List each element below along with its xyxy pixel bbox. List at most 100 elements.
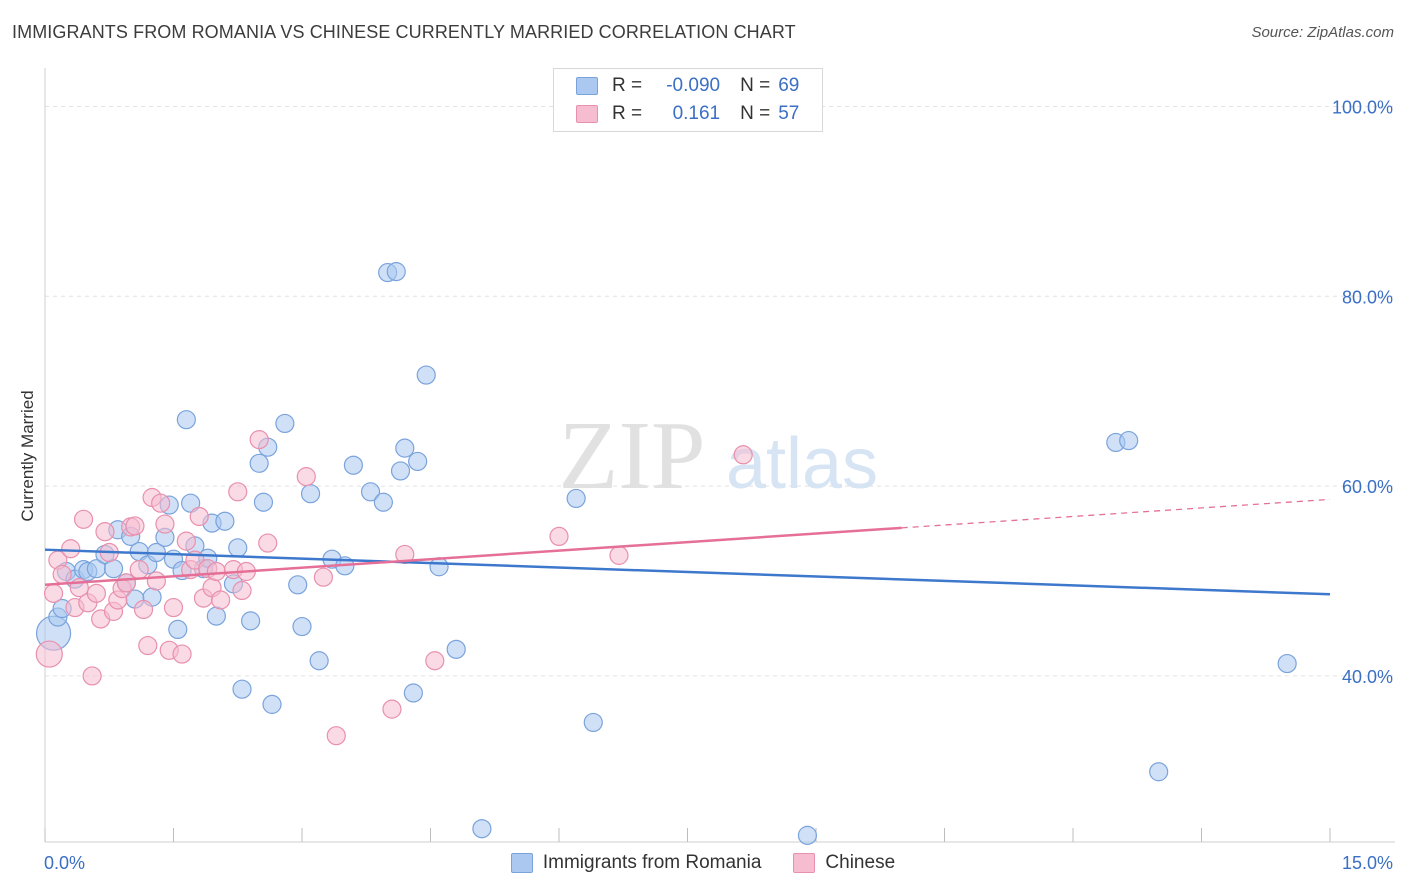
chinese-point (95, 522, 115, 542)
data-points (35, 262, 1297, 845)
x-tick-label: 0.0% (44, 853, 85, 873)
chinese-trend-line (44, 526, 902, 587)
chinese-point (296, 467, 316, 487)
y-tick-label: 80.0% (1342, 287, 1393, 307)
romania-swatch-icon (576, 77, 598, 95)
romania-point (566, 488, 586, 509)
stats-n-label: N = (740, 103, 771, 124)
chinese-point (129, 560, 149, 580)
trend-lines (44, 498, 1331, 596)
chinese-point (232, 580, 252, 601)
stats-r-value: 0.161 (672, 103, 721, 124)
romania-point (309, 651, 329, 671)
chinese-point (313, 567, 334, 587)
chinese-point (82, 666, 102, 686)
chinese-point (61, 539, 81, 559)
chinese-trend-extension (901, 498, 1331, 529)
romania-point (262, 694, 282, 714)
watermark-atlas: atlas (726, 424, 878, 504)
chinese-point (151, 493, 171, 513)
chinese-point (189, 506, 209, 527)
romania-point (386, 262, 406, 282)
chinese-point (125, 516, 145, 536)
chinese-point (43, 583, 64, 603)
x-tick-label: 15.0% (1342, 853, 1393, 873)
chinese-point (249, 429, 269, 450)
romania-point (300, 484, 321, 504)
romania-point (103, 559, 124, 579)
stats-box: R = -0.090 N = 69 R = 0.161 N = 57 (553, 68, 823, 132)
romania-point (390, 461, 411, 481)
chinese-point (395, 544, 415, 565)
chinese-point (176, 531, 196, 551)
romania-point (168, 619, 188, 640)
romania-trend-line (44, 548, 1331, 596)
stats-n-value: 69 (778, 75, 800, 96)
stats-r-label: R = (612, 75, 643, 96)
chinese-point (382, 699, 402, 719)
chinese-point (258, 533, 278, 553)
chinese-point (609, 545, 629, 565)
legend-label: Chinese (825, 852, 896, 873)
romania-point (206, 606, 226, 626)
romania-point (275, 413, 295, 434)
romania-point (215, 511, 235, 531)
y-tick-label: 40.0% (1342, 667, 1393, 687)
romania-point (241, 611, 261, 631)
chinese-point (172, 644, 192, 664)
romania-point (1119, 430, 1139, 451)
romania-point (343, 455, 363, 475)
chinese-point (425, 651, 445, 671)
chinese-point (138, 635, 158, 656)
y-tick-label: 100.0% (1332, 97, 1393, 117)
romania-point (360, 482, 381, 502)
chinese-legend-icon (793, 853, 816, 873)
legend-item-chinese[interactable]: Chinese (793, 852, 895, 874)
chinese-point (228, 482, 248, 502)
romania-point (1277, 653, 1297, 674)
chinese-point (549, 526, 569, 547)
romania-point (472, 819, 492, 839)
stats-row-romania: R = -0.090 N = 69 (576, 73, 799, 99)
romania-point (583, 712, 603, 733)
legend-label: Immigrants from Romania (542, 852, 762, 873)
chinese-point (155, 514, 175, 534)
stats-n-label: N = (740, 75, 771, 96)
chinese-point (733, 445, 753, 465)
stats-row-chinese: R = 0.161 N = 57 (576, 101, 799, 127)
chinese-point (326, 726, 346, 746)
romania-point (408, 451, 428, 472)
romania-legend-icon (510, 853, 533, 873)
source-label: Source: ZipAtlas.com (1251, 24, 1394, 41)
y-tick-label: 60.0% (1342, 477, 1393, 497)
romania-point (249, 453, 269, 473)
chinese-point (86, 583, 107, 603)
romania-point (228, 538, 248, 558)
chinese-point (133, 599, 154, 620)
tick-labels: 40.0% 60.0% 80.0% 100.0% 0.0% 15.0% (44, 97, 1393, 873)
legend: Immigrants from Romania Chinese (0, 852, 1406, 874)
romania-point (395, 438, 415, 458)
chinese-point (52, 564, 72, 584)
romania-point (288, 575, 308, 595)
stats-r-label: R = (612, 103, 643, 124)
chart-title: IMMIGRANTS FROM ROMANIA VS CHINESE CURRE… (12, 22, 796, 42)
chinese-point (73, 509, 94, 529)
chinese-point (206, 561, 226, 582)
legend-item-romania[interactable]: Immigrants from Romania (510, 852, 762, 874)
chinese-point (146, 571, 166, 591)
stats-n-value: 57 (778, 103, 800, 124)
romania-point (416, 365, 436, 385)
romania-point (446, 639, 466, 659)
romania-point (176, 410, 196, 430)
romania-point (292, 616, 312, 637)
romania-point (232, 679, 252, 699)
chinese-point (163, 597, 184, 618)
romania-point (1149, 762, 1169, 782)
axes (44, 68, 1395, 843)
watermark: ZIP atlas (559, 402, 879, 510)
chinese-point (35, 640, 63, 668)
romania-point (429, 557, 449, 577)
stats-r-value: -0.090 (666, 75, 721, 96)
